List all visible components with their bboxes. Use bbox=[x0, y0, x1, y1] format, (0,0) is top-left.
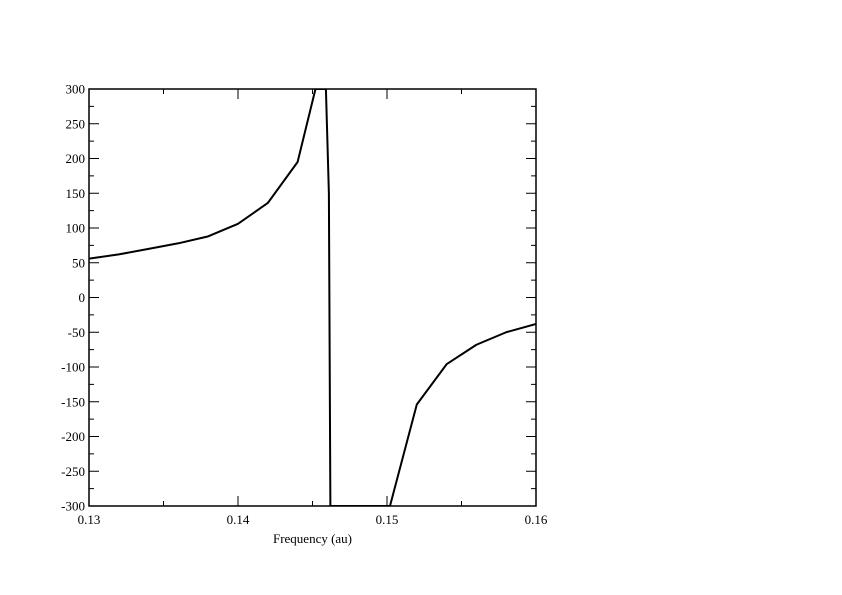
x-tick-label: 0.14 bbox=[227, 512, 250, 527]
tick-labels: 0.13 0.14 0.15 0.16 -300 -250 -200 -150 -100 -50 0… bbox=[61, 82, 548, 528]
x-axis-label: Frequency (au) bbox=[273, 531, 352, 546]
y-tick-label: 200 bbox=[66, 151, 86, 166]
series-line-0 bbox=[89, 89, 536, 506]
axis-ticks bbox=[88, 88, 537, 507]
y-tick-label: -200 bbox=[61, 429, 85, 444]
y-tick-label: 150 bbox=[66, 186, 86, 201]
y-tick-label: 100 bbox=[66, 221, 86, 236]
series-layer bbox=[89, 89, 536, 506]
y-tick-label: -50 bbox=[68, 325, 85, 340]
y-tick-label: -300 bbox=[61, 499, 85, 514]
y-tick-label: 0 bbox=[79, 290, 86, 305]
y-tick-label: 300 bbox=[66, 82, 86, 97]
y-tick-label: -100 bbox=[61, 360, 85, 375]
x-tick-label: 0.13 bbox=[78, 512, 101, 527]
plot-frame bbox=[88, 88, 537, 507]
x-tick-label: 0.15 bbox=[376, 512, 399, 527]
x-tick-label: 0.16 bbox=[525, 512, 548, 527]
y-tick-label: -150 bbox=[61, 394, 85, 409]
y-tick-label: -250 bbox=[61, 464, 85, 479]
y-tick-label: 50 bbox=[72, 255, 85, 270]
y-tick-label: 250 bbox=[66, 116, 86, 131]
